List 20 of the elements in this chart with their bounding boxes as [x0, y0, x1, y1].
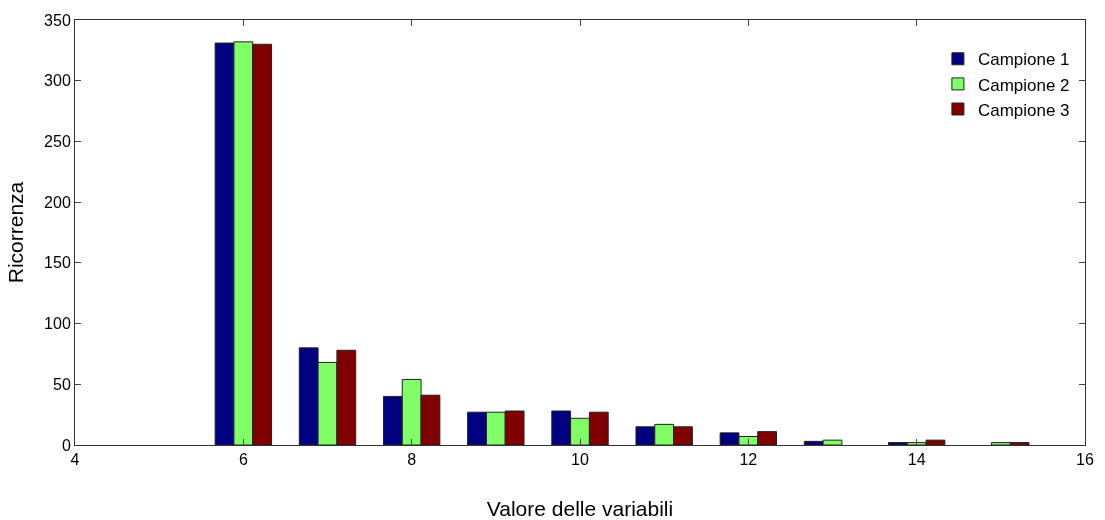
y-tick-label: 0	[61, 436, 71, 454]
legend-label: Campione 1	[977, 50, 1070, 70]
legend-label: Campione 2	[977, 75, 1070, 95]
y-tick-label: 350	[44, 11, 71, 29]
y-tick-label: 100	[44, 315, 71, 333]
x-tick-label: 10	[571, 451, 589, 469]
y-tick-label: 50	[53, 375, 71, 393]
x-tick-label: 6	[238, 451, 248, 469]
y-axis-title: Ricorrenza	[4, 181, 27, 284]
x-tick-label: 14	[907, 451, 926, 469]
y-tick-label: 150	[44, 254, 71, 272]
x-axis-title: Valore delle variabili	[486, 497, 674, 520]
x-tick-label: 16	[1076, 451, 1094, 469]
y-tick-label: 200	[44, 193, 71, 211]
legend-label: Campione 3	[977, 100, 1070, 120]
x-tick-label: 12	[739, 451, 758, 469]
y-tick-label: 250	[44, 133, 71, 151]
x-tick-label: 8	[407, 451, 417, 469]
y-tick-label: 300	[44, 72, 71, 90]
x-tick-label: 4	[70, 451, 80, 469]
